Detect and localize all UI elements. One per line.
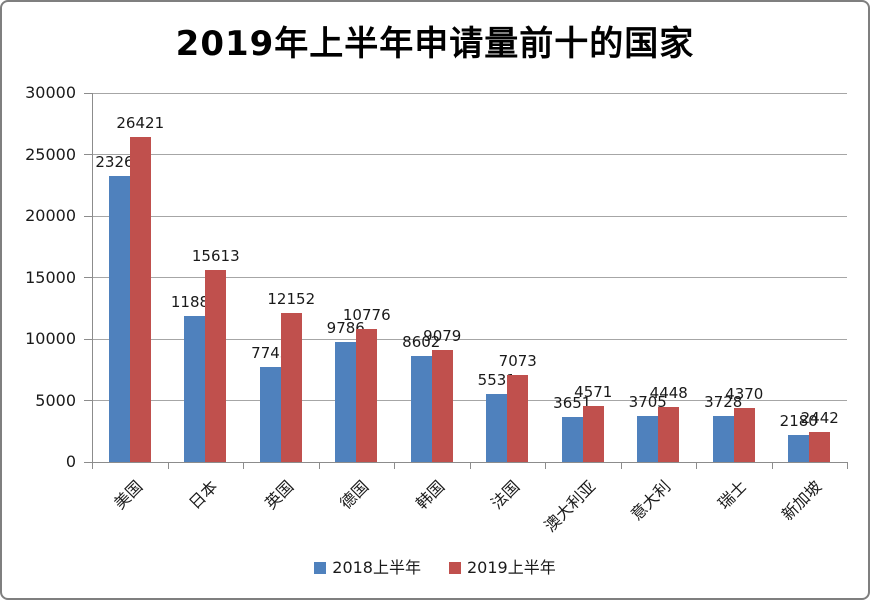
y-axis-tick-label: 15000 — [25, 267, 76, 287]
x-axis-tick — [318, 463, 320, 469]
bar-2019上半年-意大利 — [658, 407, 680, 462]
data-label: 4448 — [649, 384, 688, 403]
x-axis-category-label: 意大利 — [627, 476, 675, 525]
bar-2019上半年-英国 — [280, 312, 302, 462]
data-label: 9079 — [423, 327, 462, 346]
legend-swatch-icon — [314, 562, 327, 574]
data-label: 10776 — [342, 306, 391, 325]
bar-2019上半年-德国 — [356, 329, 378, 462]
bar-2019上半年-澳大利亚 — [582, 405, 604, 462]
bar-2018上半年-法国 — [486, 393, 508, 462]
x-axis-tick — [167, 463, 169, 469]
bar-2018上半年-日本 — [184, 315, 206, 462]
legend-swatch-icon — [449, 562, 461, 574]
bar-2019上半年-法国 — [507, 375, 529, 462]
x-axis-tick — [847, 463, 848, 469]
gridline — [92, 277, 847, 278]
x-axis-tick — [620, 463, 622, 469]
data-label: 15613 — [191, 246, 240, 265]
bar-2018上半年-英国 — [259, 366, 281, 462]
x-axis-tick — [771, 463, 773, 469]
bar-2018上半年-意大利 — [637, 416, 659, 462]
gridline — [92, 92, 847, 94]
y-axis-tick-label: 30000 — [25, 83, 76, 102]
data-label: 2180 — [779, 412, 818, 431]
x-axis-category-label: 美国 — [109, 476, 147, 513]
y-axis-tick-label: 5000 — [35, 390, 76, 410]
y-axis-tick-label: 0 — [65, 452, 76, 471]
y-axis-tick — [84, 400, 92, 401]
legend-label: 2019上半年 — [467, 558, 556, 577]
data-label: 4571 — [574, 382, 613, 401]
y-axis-tick — [84, 461, 92, 463]
x-axis-tick — [696, 463, 697, 469]
data-label: 3728 — [704, 393, 743, 412]
x-axis-tick — [92, 463, 93, 469]
gridline — [92, 400, 847, 401]
y-axis-tick-label: 20000 — [25, 206, 76, 225]
x-axis-category-label: 英国 — [260, 476, 298, 513]
bar-2019上半年-日本 — [205, 269, 227, 462]
gridline — [92, 215, 847, 217]
x-axis-category-label: 新加坡 — [778, 476, 826, 525]
x-axis-tick — [243, 463, 244, 469]
data-label: 3705 — [628, 393, 667, 412]
bar-2019上半年-新加坡 — [809, 431, 831, 462]
legend-label: 2018上半年 — [332, 558, 421, 577]
bar-2019上半年-瑞士 — [733, 408, 755, 462]
x-axis-category-label: 瑞士 — [713, 476, 751, 513]
y-axis-tick — [84, 92, 92, 94]
y-axis-tick — [84, 154, 92, 155]
data-label: 3651 — [553, 394, 592, 413]
y-axis-tick-label: 25000 — [25, 144, 76, 164]
y-axis-tick — [84, 277, 92, 278]
x-axis-tick — [469, 463, 471, 469]
bar-2019上半年-美国 — [129, 137, 151, 462]
x-axis-category-label: 日本 — [185, 476, 222, 513]
x-axis-line — [92, 462, 848, 463]
bar-2018上半年-瑞士 — [712, 416, 734, 462]
x-axis-category-label: 德国 — [336, 476, 373, 513]
y-axis-tick-label: 10000 — [25, 329, 76, 348]
x-axis-tick — [394, 463, 395, 469]
bar-2018上半年-德国 — [335, 341, 357, 462]
gridline — [92, 154, 847, 155]
bar-2018上半年-韩国 — [410, 356, 432, 462]
chart-title: 2019年上半年申请量前十的国家 — [175, 24, 695, 64]
x-axis-category-label: 韩国 — [411, 476, 449, 513]
x-axis-category-label: 法国 — [487, 476, 524, 513]
y-axis-tick — [84, 338, 92, 340]
x-axis-tick — [545, 463, 546, 469]
data-label: 12152 — [267, 289, 316, 308]
legend-item: 2019上半年 — [449, 560, 556, 576]
bar-2019上半年-韩国 — [431, 350, 453, 462]
data-label: 5531 — [477, 370, 516, 389]
bar-2018上半年-新加坡 — [788, 435, 810, 462]
y-axis-tick — [84, 215, 92, 217]
data-label: 9786 — [326, 318, 365, 337]
data-label: 7743 — [251, 343, 290, 362]
data-label: 2442 — [800, 408, 839, 427]
data-label: 26421 — [116, 114, 165, 133]
data-label: 8602 — [402, 333, 441, 352]
bar-2018上半年-美国 — [108, 175, 130, 462]
data-label: 7073 — [498, 352, 537, 370]
gridline — [92, 338, 847, 340]
legend: 2018上半年 2019上半年 — [2, 560, 868, 576]
legend-item: 2018上半年 — [314, 560, 421, 576]
bar-2018上半年-澳大利亚 — [561, 417, 583, 462]
y-axis-line — [92, 93, 93, 462]
data-label: 4370 — [725, 385, 764, 404]
x-axis-category-label: 澳大利亚 — [540, 476, 600, 536]
